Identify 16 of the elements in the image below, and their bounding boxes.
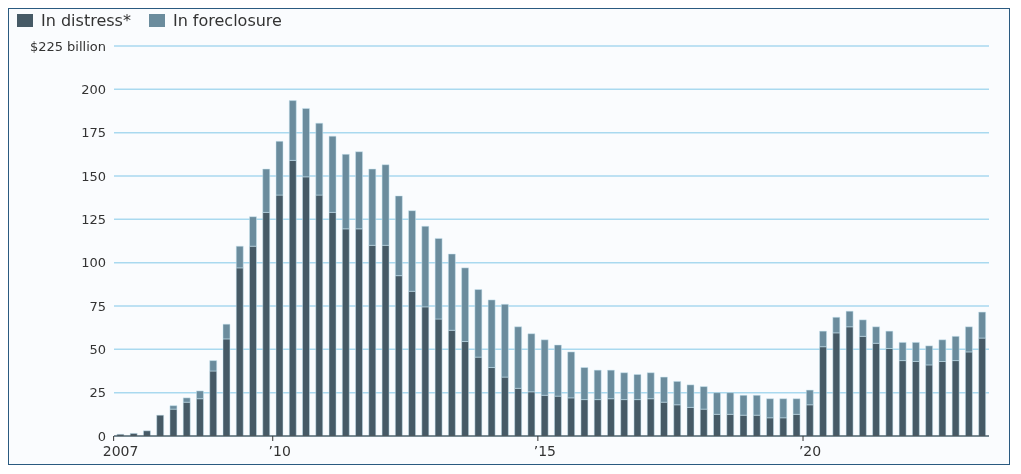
x-tick-label: ’10 [268, 443, 291, 459]
y-tick-label: 175 [81, 125, 106, 141]
legend-label: In foreclosure [172, 11, 282, 30]
x-tick-label: 2007 [102, 443, 139, 459]
y-tick-label: 75 [89, 298, 106, 314]
y-tick-label: $225 billion [29, 38, 106, 54]
y-tick-label: 0 [97, 428, 106, 444]
y-tick-label: 100 [81, 255, 106, 271]
y-tick-label: 150 [81, 168, 106, 184]
y-tick-label: 25 [89, 385, 106, 401]
x-tick-label: ’15 [533, 443, 556, 459]
x-tick-label: ’20 [798, 443, 822, 459]
y-tick-label: 50 [89, 341, 106, 357]
y-tick-label: 125 [81, 211, 106, 227]
y-tick-label: 200 [81, 81, 106, 97]
legend-label: In distress* [41, 11, 131, 30]
